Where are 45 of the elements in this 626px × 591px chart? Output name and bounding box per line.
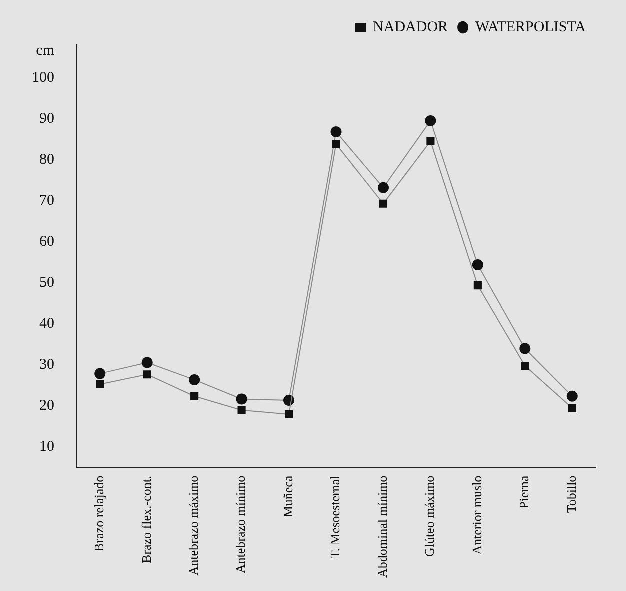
x-tick-label: Abdominal mínimo: [374, 476, 390, 578]
point: [426, 137, 435, 146]
x-tick-label: Antebrazo máximo: [186, 476, 201, 576]
x-tick-label: Brazo relajado: [92, 476, 107, 552]
y-tick-label: 100: [32, 70, 54, 86]
point: [474, 282, 482, 290]
legend-label: WATERPOLISTA: [476, 19, 586, 36]
x-tick-label: Brazo flex.-cont.: [138, 476, 154, 564]
y-tick-label: 40: [40, 316, 54, 332]
x-tick-label: Anterior muslo: [469, 476, 484, 555]
point: [379, 200, 388, 208]
y-tick-label: 30: [40, 357, 54, 374]
y-tick-label: 50: [40, 275, 54, 292]
point: [520, 343, 531, 354]
point: [190, 392, 199, 400]
y-tick-label: 10: [40, 439, 54, 456]
point: [472, 260, 484, 271]
point: [94, 368, 106, 380]
point: [143, 370, 152, 379]
x-tick-label: Tobillo: [564, 476, 579, 514]
x-tick-label: T. Mesoesternal: [328, 475, 343, 559]
point: [330, 126, 342, 138]
y-axis-title: cm: [36, 42, 55, 59]
x-tick-label: Glúteo máximo: [422, 476, 438, 558]
point: [566, 390, 578, 402]
y-tick-label: 60: [40, 234, 54, 250]
point: [96, 380, 104, 389]
x-tick-label: Antebrazo mínimo: [233, 476, 248, 574]
point: [521, 362, 530, 370]
y-tick-label: 70: [40, 192, 54, 209]
point: [236, 394, 248, 405]
point: [332, 140, 340, 148]
point: [142, 357, 153, 368]
point: [568, 404, 576, 412]
x-tick-label: Pierna: [516, 476, 532, 510]
legend-label: NADADOR: [373, 19, 448, 36]
point: [284, 410, 294, 418]
y-tick-label: 90: [40, 110, 54, 127]
point: [378, 182, 389, 194]
point: [238, 406, 246, 414]
y-tick-label: 20: [40, 398, 54, 414]
point: [425, 115, 436, 126]
y-tick-label: 80: [40, 152, 54, 168]
x-tick-label: Muñeca: [280, 476, 296, 518]
point: [189, 374, 200, 386]
